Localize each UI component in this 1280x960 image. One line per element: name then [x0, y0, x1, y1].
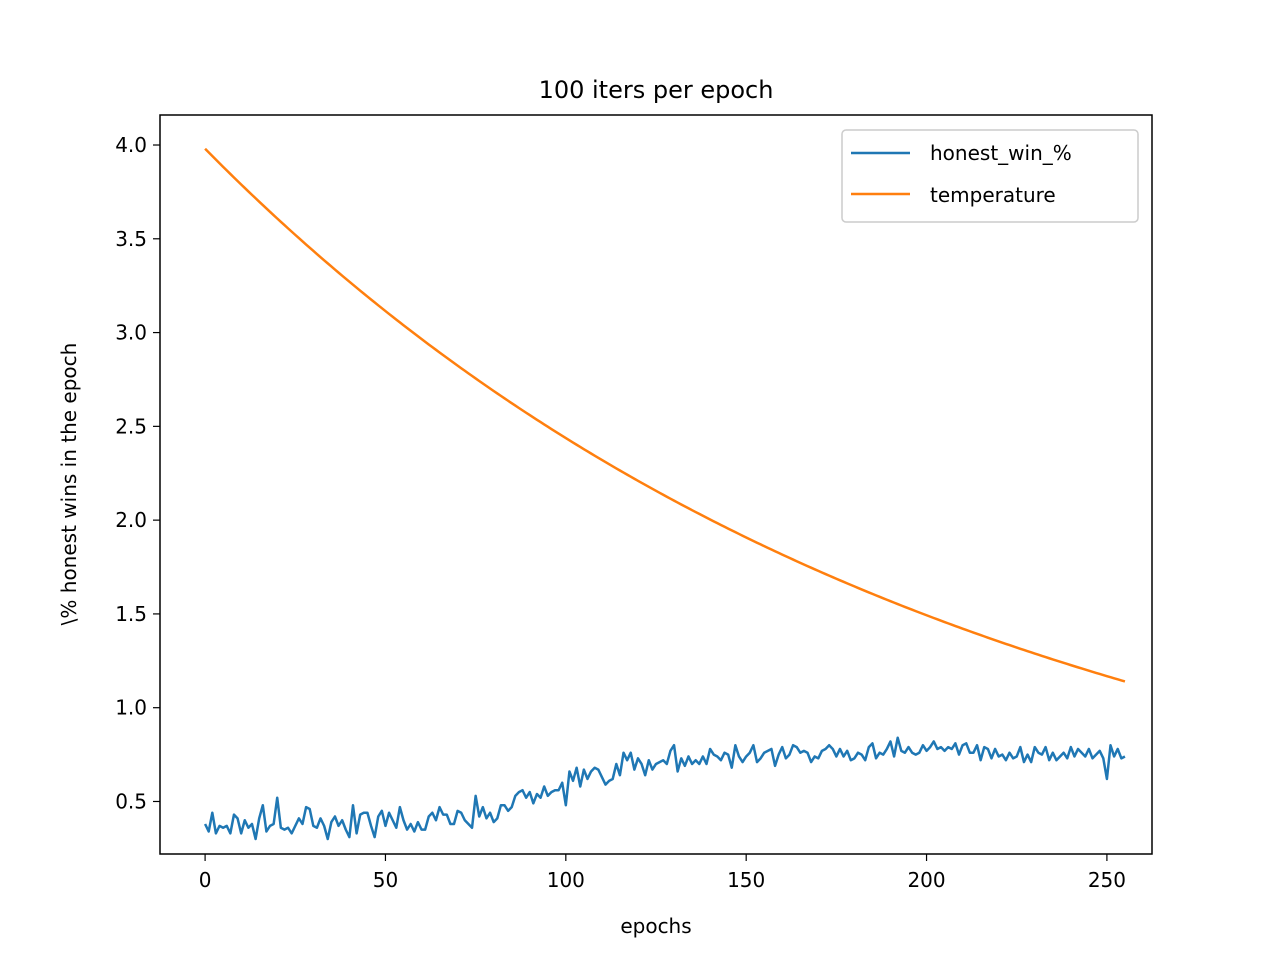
- y-tick-label: 1.5: [115, 602, 147, 626]
- y-tick-label: 4.0: [115, 133, 147, 157]
- x-tick-label: 200: [907, 868, 945, 892]
- legend: honest_win_% temperature: [841, 129, 1139, 223]
- legend-label-temperature: temperature: [930, 183, 1056, 207]
- plot-lines: [203, 147, 1126, 841]
- series-line-temperature: [204, 147, 1126, 683]
- x-tick-label: 150: [727, 868, 765, 892]
- x-axis-title: epochs: [620, 914, 691, 938]
- x-tick-label: 50: [373, 868, 398, 892]
- y-tick-label: 3.5: [115, 227, 147, 251]
- y-tick-label: 0.5: [115, 789, 147, 813]
- y-tick-label: 2.5: [115, 414, 147, 438]
- x-axis-ticks: 0 50 100 150 200 250: [199, 854, 1126, 892]
- y-tick-label: 3.0: [115, 321, 147, 345]
- y-tick-label: 1.0: [115, 696, 147, 720]
- legend-box: [841, 129, 1139, 223]
- chart-title: 100 iters per epoch: [539, 76, 774, 104]
- y-axis-title: \% honest wins in the epoch: [57, 343, 81, 626]
- legend-label-honest-win: honest_win_%: [930, 141, 1072, 165]
- x-tick-label: 100: [547, 868, 585, 892]
- series-line-honest-win: [203, 736, 1126, 841]
- y-tick-label: 2.0: [115, 508, 147, 532]
- y-axis-ticks: 0.5 1.0 1.5 2.0 2.5 3.0 3.5 4.0: [115, 133, 160, 813]
- x-tick-label: 0: [199, 868, 212, 892]
- plot-frame: [159, 114, 1153, 855]
- x-tick-label: 250: [1088, 868, 1126, 892]
